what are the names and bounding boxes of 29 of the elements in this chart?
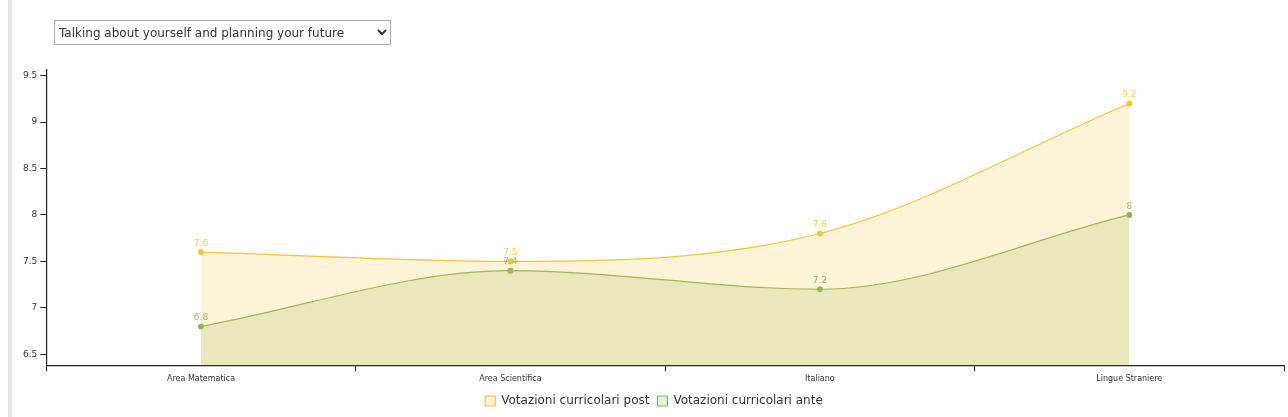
y-tick-label: 7.5: [22, 255, 38, 266]
legend-label: Votazioni curricolari ante: [673, 393, 823, 408]
point: [507, 267, 514, 274]
y-tick-label: 9: [31, 116, 38, 127]
x-tick-label: Area Matematica: [166, 374, 236, 384]
y-tick-label: 7: [31, 302, 38, 313]
data-label: 7.8: [812, 219, 828, 230]
data-label: 7.4: [503, 256, 518, 267]
y-tick-label: 9.5: [22, 69, 38, 80]
data-label: 7.2: [812, 275, 828, 286]
x-tick-label: Lingue Straniere: [1096, 374, 1163, 384]
y-tick-label: 8.5: [22, 162, 38, 173]
point: [816, 230, 823, 237]
x-tick-label: Italiano: [805, 374, 835, 384]
data-label: 6.8: [193, 312, 209, 323]
point: [1126, 100, 1133, 107]
chart-title: Talking about yourself and planning your future: [54, 20, 391, 45]
x-tick-label: Area Scientifica: [479, 374, 542, 384]
legend-label: Votazioni curricolari post: [501, 393, 650, 408]
y-tick-label: 6.5: [22, 348, 38, 359]
data-label: 8: [1126, 200, 1133, 211]
data-label: 9.2: [1122, 89, 1137, 100]
point: [198, 323, 205, 330]
data-label: 7.5: [503, 247, 518, 258]
point: [1126, 211, 1133, 218]
point: [816, 286, 823, 293]
point: [198, 249, 205, 256]
data-label: 7.6: [193, 237, 209, 248]
y-tick-label: 8: [31, 209, 38, 220]
